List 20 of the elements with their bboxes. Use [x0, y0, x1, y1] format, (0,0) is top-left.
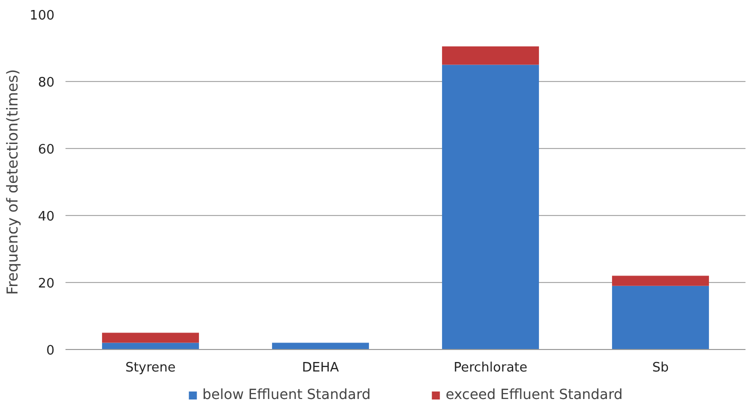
y-tick-label: 20: [38, 276, 55, 292]
y-tick-label: 60: [38, 142, 55, 158]
y-tick-label: 80: [38, 76, 55, 90]
bar: [612, 286, 709, 350]
y-axis-title: Frequency of detection(times): [4, 69, 22, 295]
bar: [442, 46, 539, 65]
legend-label: below Effluent Standard: [202, 387, 371, 403]
y-tick-label: 0: [46, 344, 55, 358]
y-tick-label: 40: [38, 210, 55, 224]
x-tick-label: DEHA: [302, 360, 340, 376]
bar: [272, 342, 369, 350]
bar: [442, 64, 539, 350]
bar: [102, 332, 199, 343]
bar: [102, 342, 199, 350]
y-tick-label: 100: [30, 8, 55, 24]
legend-label: exceed Effluent Standard: [446, 387, 623, 403]
x-tick-label: Sb: [652, 360, 669, 376]
x-tick-label: Perchlorate: [454, 360, 528, 376]
x-tick-label: Styrene: [125, 360, 176, 376]
bar: [612, 276, 709, 286]
